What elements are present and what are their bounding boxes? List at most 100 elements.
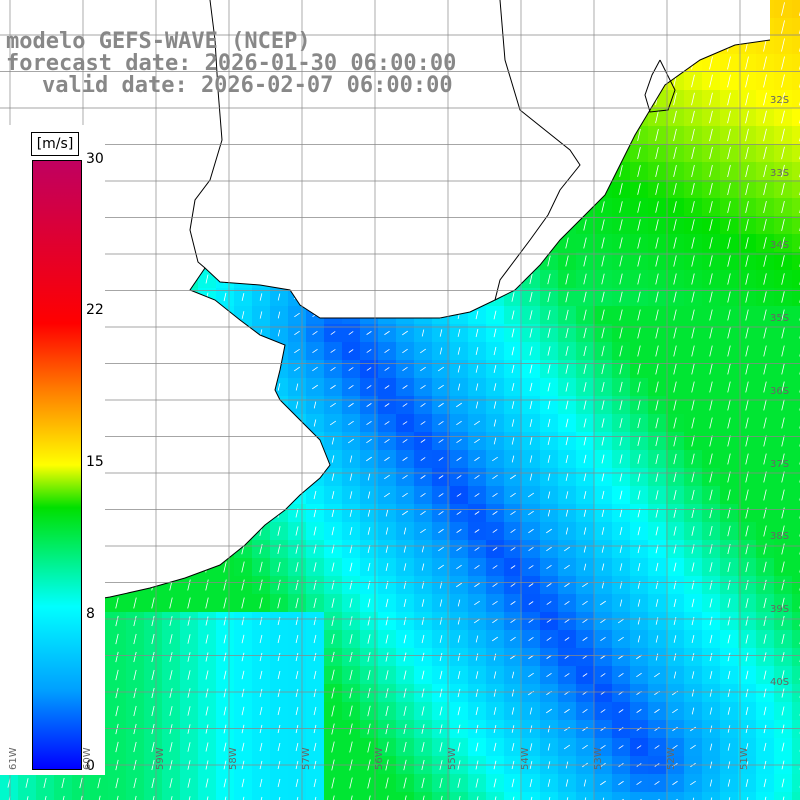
wind-arrow [241,597,245,609]
wind-cell [774,792,792,800]
wind-arrow [493,419,497,427]
wind-arrow [402,385,408,389]
wind-arrow [385,688,389,698]
wind-arrow [205,274,209,284]
wind-cell [792,792,800,800]
wind-arrow [277,742,281,752]
wind-cell [792,414,800,432]
wind-arrow [745,435,749,447]
wind-cell [792,720,800,738]
wind-arrow [403,741,407,753]
wind-arrow [636,672,642,678]
wind-arrow [601,219,605,231]
wind-arrow [619,237,623,249]
wind-arrow [655,291,659,303]
wind-arrow [115,597,119,609]
wind-arrow [655,653,659,661]
wind-arrow [583,436,587,446]
wind-arrow [510,547,516,551]
wind-arrow [763,110,767,124]
lon-label: 55W [447,747,458,770]
wind-cell [792,702,800,720]
wind-arrow [223,292,227,302]
wind-arrow [277,706,281,716]
wind-arrow [691,183,695,195]
wind-arrow [241,688,245,698]
wind-arrow [438,457,444,461]
wind-arrow [763,237,767,249]
wind-arrow [420,421,426,425]
wind-arrow [511,707,515,715]
wind-arrow [781,778,785,788]
wind-arrow [782,796,785,800]
wind-cell [792,324,800,342]
wind-arrow [493,346,497,356]
wind-arrow [691,526,695,536]
wind-arrow [115,777,119,789]
wind-arrow [403,598,407,608]
wind-arrow [528,619,534,623]
wind-arrow [529,707,533,715]
wind-arrow [527,492,535,498]
wind-arrow [151,633,155,645]
wind-arrow [727,525,731,537]
wind-arrow [295,742,299,752]
wind-arrow [745,381,749,393]
wind-arrow [151,723,155,735]
wind-cell [792,270,800,288]
wind-arrow [601,400,605,410]
colorbar-tick-15: 15 [86,454,104,470]
river-border [189,0,223,269]
wind-arrow [673,417,677,429]
wind-arrow [691,562,695,572]
wind-arrow [475,383,479,391]
wind-cell [756,792,774,800]
wind-cell [792,234,800,252]
wind-arrow [637,147,641,159]
wind-arrow [115,633,119,645]
wind-cell [252,792,270,800]
wind-arrow [619,363,623,375]
wind-arrow [80,795,83,800]
wind-arrow [600,636,606,642]
wind-cell [792,54,800,72]
wind-arrow [547,382,551,392]
wind-arrow [349,705,353,717]
wind-arrow [421,724,425,734]
wind-arrow [438,384,444,390]
wind-arrow [636,781,642,785]
wind-arrow [728,797,731,800]
wind-arrow [295,688,299,698]
wind-arrow [366,349,372,353]
wind-arrow [745,255,749,267]
wind-arrow [456,457,462,461]
wind-arrow [383,492,391,498]
wind-arrow [260,796,263,800]
wind-arrow [457,688,461,698]
wind-arrow [384,474,390,480]
wind-arrow [187,579,191,591]
wind-arrow [187,670,191,680]
wind-arrow [241,293,245,301]
wind-arrow [492,583,498,587]
wind-arrow [133,705,137,717]
wind-arrow [781,381,785,393]
wind-cell [288,792,306,800]
wind-arrow [673,110,677,124]
wind-arrow [474,511,480,515]
wind-arrow [691,689,695,697]
wind-arrow [546,564,552,570]
wind-arrow [493,383,497,391]
wind-arrow [655,183,659,195]
wind-arrow [529,400,533,410]
wind-arrow [781,128,785,142]
wind-arrow [420,439,426,443]
wind-arrow [565,291,569,303]
wind-arrow [223,688,227,698]
wind-arrow [601,472,605,482]
wind-arrow [456,402,462,408]
wind-cell [792,666,800,684]
wind-arrow [366,331,372,335]
wind-arrow [763,345,767,357]
